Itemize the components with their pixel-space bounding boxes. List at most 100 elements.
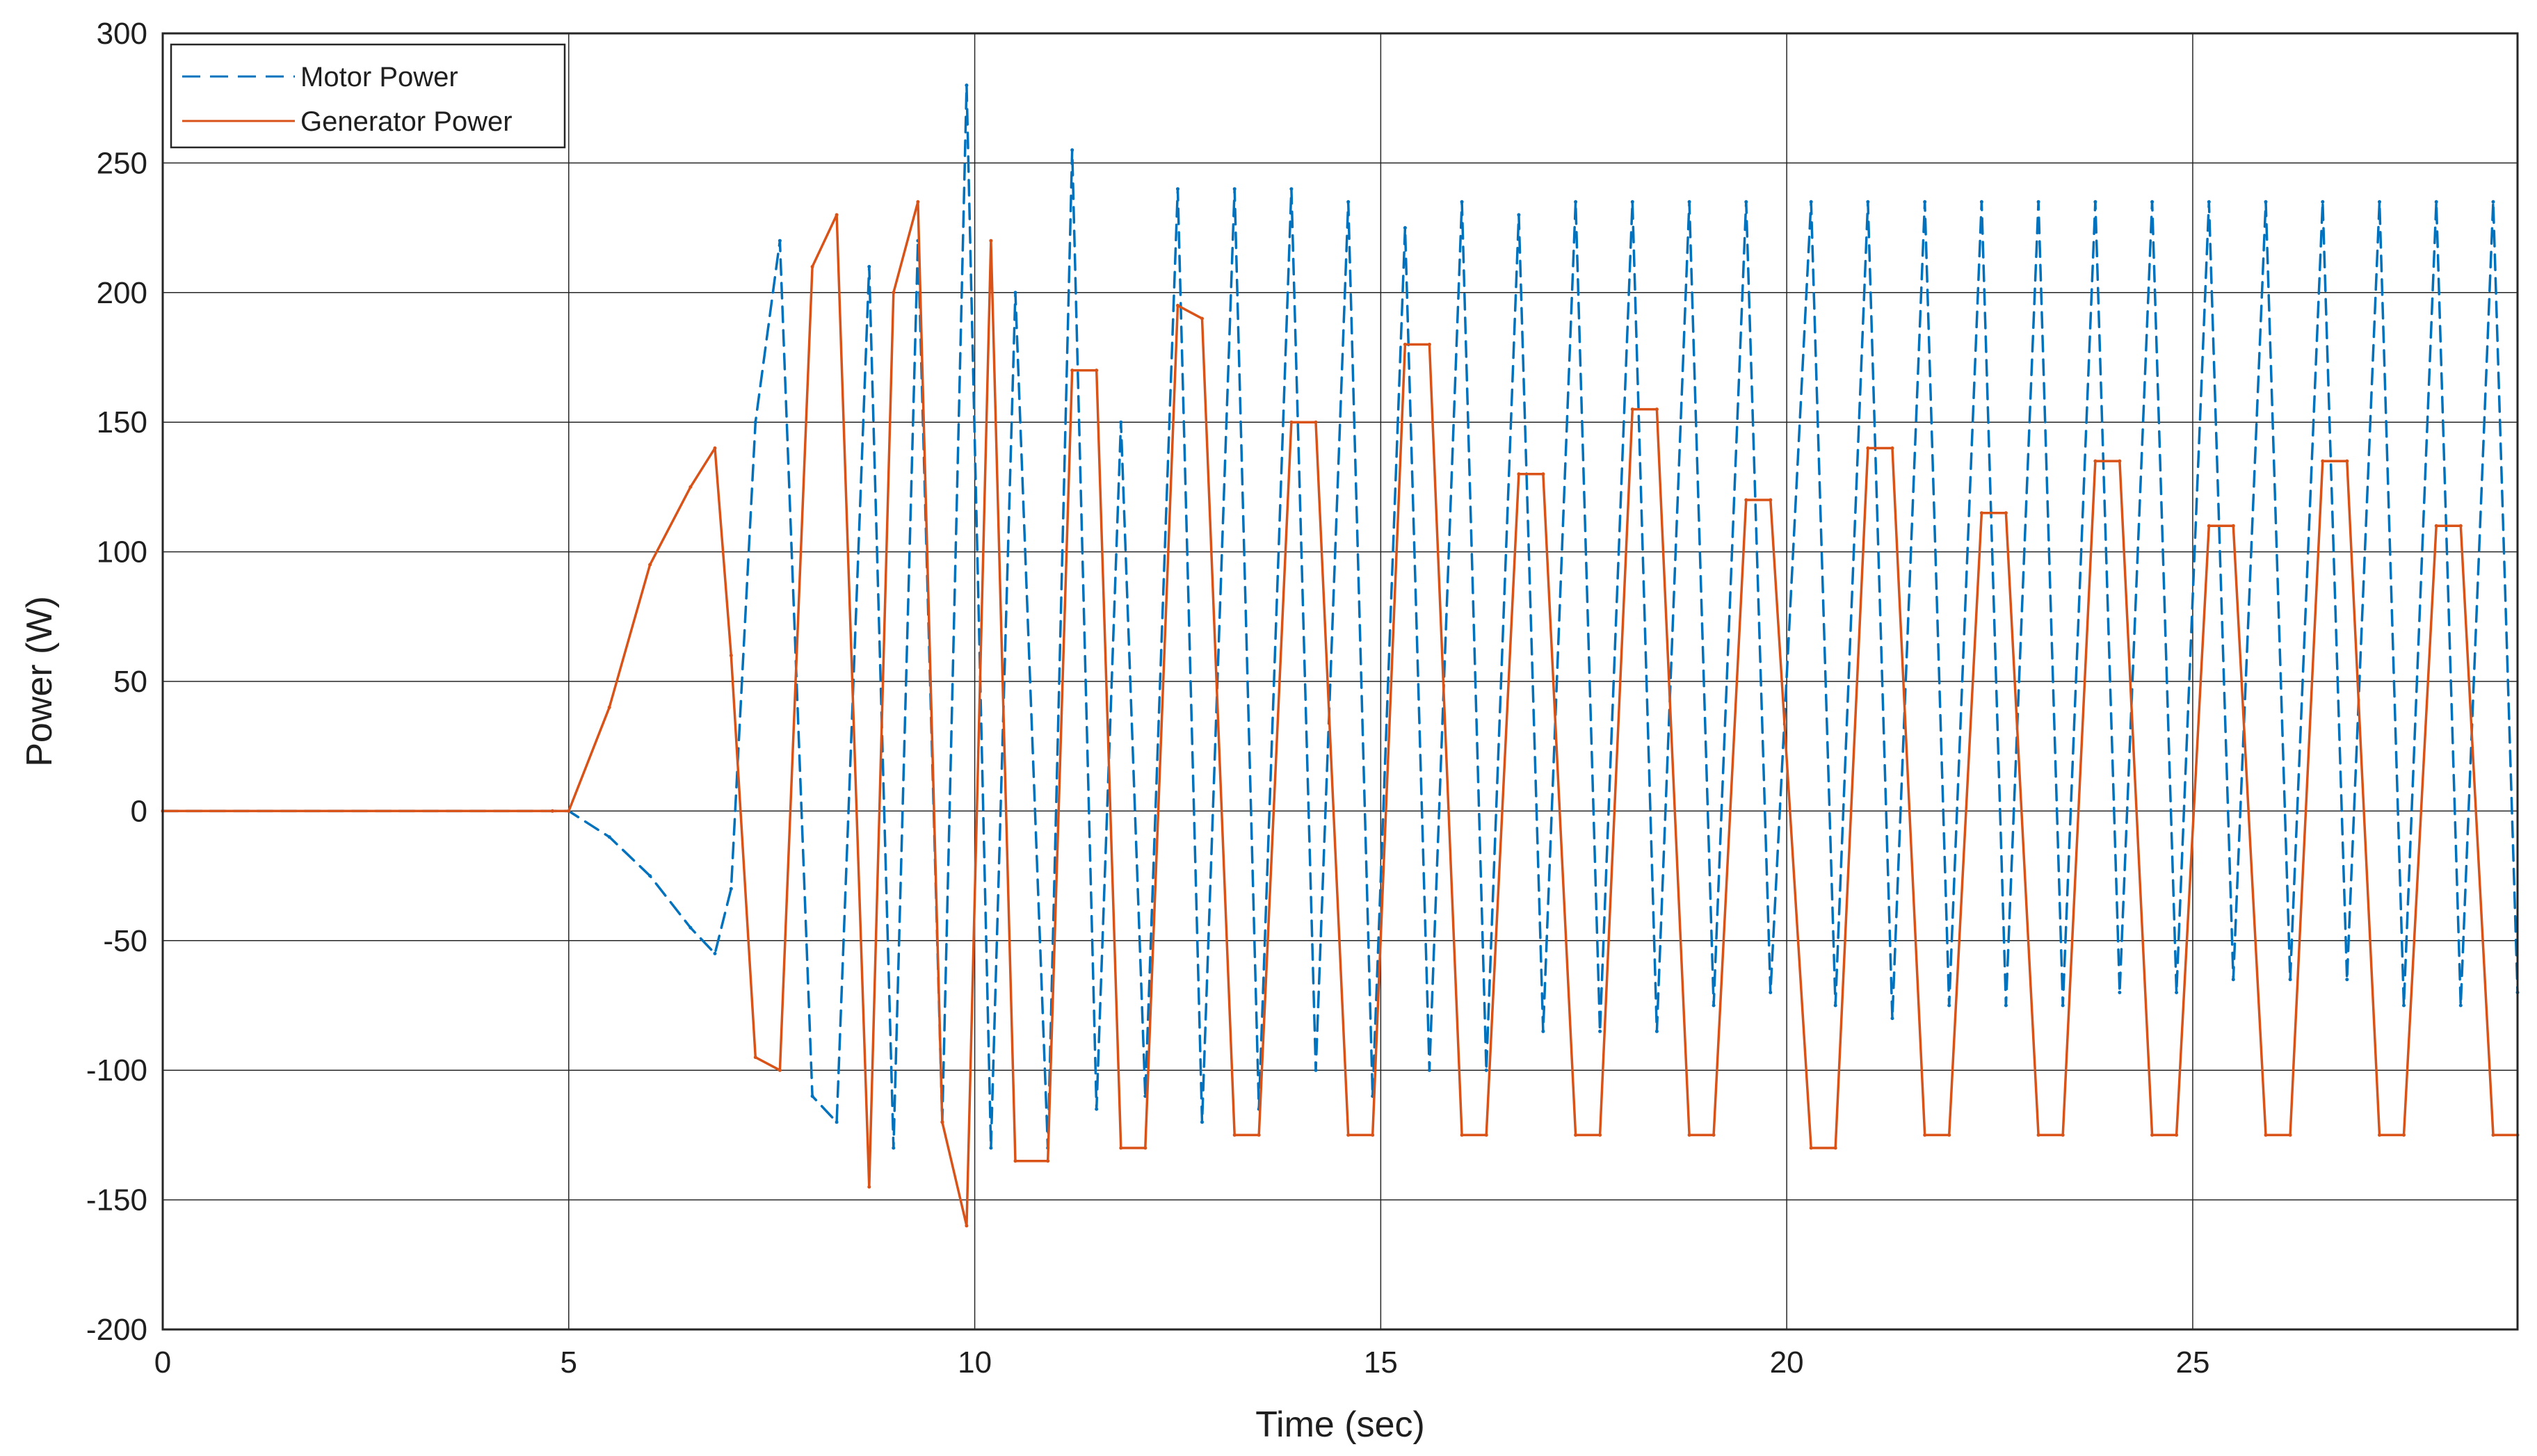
motor-power-point bbox=[892, 1146, 896, 1150]
legend-box bbox=[170, 43, 566, 149]
generator-power-point bbox=[965, 1224, 969, 1228]
motor-power-point bbox=[1119, 420, 1123, 424]
generator-power-point bbox=[2288, 1133, 2292, 1137]
motor-power-point bbox=[1346, 200, 1351, 204]
motor-power-point bbox=[2004, 1003, 2008, 1008]
generator-power-point bbox=[2458, 524, 2463, 528]
motor-power-point bbox=[965, 83, 969, 88]
generator-power-point bbox=[867, 1185, 871, 1189]
generator-power-point bbox=[729, 654, 733, 658]
generator-power-point bbox=[2118, 459, 2122, 463]
motor-power-point bbox=[1890, 1017, 1894, 1021]
motor-power-point bbox=[1979, 200, 1983, 204]
generator-power-point bbox=[835, 213, 839, 217]
motor-power-point bbox=[648, 874, 652, 878]
motor-power-point bbox=[1654, 1029, 1659, 1033]
generator-power-point bbox=[1630, 407, 1634, 412]
generator-power-point bbox=[1200, 316, 1204, 321]
generator-power-point bbox=[1687, 1133, 1691, 1137]
motor-power-point bbox=[867, 265, 871, 268]
generator-power-point bbox=[1143, 1146, 1147, 1150]
motor-power-point bbox=[2061, 1003, 2065, 1008]
motor-power-point bbox=[1744, 200, 1748, 204]
y-tick-label: 0 bbox=[131, 794, 147, 828]
motor-power-point bbox=[1630, 200, 1634, 204]
motor-power-line bbox=[161, 83, 2519, 1149]
generator-power-point bbox=[1598, 1133, 1602, 1137]
generator-power-point bbox=[1833, 1146, 1837, 1150]
generator-power-series bbox=[161, 200, 2520, 1228]
motor-power-point bbox=[1070, 148, 1074, 152]
motor-power-point bbox=[1598, 1029, 1602, 1033]
generator-power-point bbox=[1314, 420, 1318, 424]
motor-power-point bbox=[2434, 200, 2438, 204]
motor-power-point bbox=[2288, 978, 2292, 982]
motor-power-point bbox=[2321, 200, 2325, 204]
generator-power-point bbox=[1890, 446, 1894, 450]
generator-power-point bbox=[1947, 1133, 1951, 1137]
motor-power-point bbox=[1574, 200, 1578, 204]
generator-power-point bbox=[940, 1120, 944, 1124]
plot-frame bbox=[161, 32, 2519, 1331]
generator-power-point bbox=[1046, 1159, 1050, 1163]
motor-power-point bbox=[729, 887, 733, 891]
generator-power-point bbox=[1371, 1133, 1375, 1137]
generator-power-point bbox=[1654, 407, 1659, 412]
generator-power-point bbox=[2207, 524, 2211, 528]
motor-power-point bbox=[2458, 1003, 2463, 1008]
generator-power-point bbox=[1232, 1133, 1237, 1137]
generator-power-point bbox=[2061, 1133, 2065, 1137]
motor-power-point bbox=[1013, 291, 1017, 295]
motor-power-point bbox=[989, 1146, 993, 1150]
motor-power-point bbox=[2345, 978, 2349, 982]
legend-motor-label: Motor Power bbox=[300, 62, 458, 92]
motor-power-point bbox=[1769, 990, 1773, 994]
generator-power-point bbox=[989, 238, 993, 243]
generator-power-point bbox=[2345, 459, 2349, 463]
generator-power-point bbox=[2093, 459, 2097, 463]
y-tick-label: 100 bbox=[97, 535, 147, 569]
generator-power-line bbox=[161, 200, 2519, 1227]
generator-power-point bbox=[1346, 1133, 1351, 1137]
generator-power-point bbox=[753, 1055, 757, 1060]
generator-power-point bbox=[778, 1068, 782, 1072]
generator-power-point bbox=[2175, 1133, 2179, 1137]
motor-power-point bbox=[1517, 213, 1521, 217]
generator-power-point bbox=[2264, 1133, 2268, 1137]
motor-power-point bbox=[778, 238, 782, 243]
y-tick-label: 50 bbox=[113, 665, 147, 699]
generator-power-point bbox=[1460, 1133, 1464, 1137]
motor-power-point bbox=[1095, 1107, 1099, 1111]
generator-power-point bbox=[1866, 446, 1870, 450]
generator-power-point bbox=[892, 291, 896, 295]
generator-power-point bbox=[1013, 1159, 1017, 1163]
motor-power-point bbox=[753, 420, 757, 424]
motor-power-point bbox=[1833, 1003, 1837, 1008]
motor-power-point bbox=[2402, 1003, 2406, 1008]
tick-labels: 0 5 10 15 20 25 -200 -150 -100 -50 0 50 100 150 200 250… bbox=[86, 17, 2210, 1380]
y-tick-label: 200 bbox=[97, 276, 147, 310]
generator-power-point bbox=[688, 485, 693, 489]
legend: Motor Power Generator Power bbox=[170, 43, 566, 149]
generator-power-point bbox=[1119, 1146, 1123, 1150]
motor-power-point bbox=[1460, 200, 1464, 204]
motor-power-point bbox=[607, 835, 611, 839]
motor-power-point bbox=[835, 1120, 839, 1124]
motor-power-point bbox=[1314, 1068, 1318, 1072]
y-tick-label: 250 bbox=[97, 146, 147, 180]
motor-power-point bbox=[2207, 200, 2211, 204]
x-tick-label: 0 bbox=[154, 1345, 171, 1380]
generator-power-point bbox=[1769, 498, 1773, 502]
generator-power-point bbox=[1484, 1133, 1488, 1137]
legend-generator-label: Generator Power bbox=[300, 106, 513, 137]
motor-power-point bbox=[1712, 1003, 1716, 1008]
generator-power-point bbox=[1979, 511, 1983, 515]
motor-power-point bbox=[2150, 200, 2155, 204]
series-layer bbox=[161, 83, 2520, 1228]
generator-power-point bbox=[2321, 459, 2325, 463]
motor-power-point bbox=[2118, 990, 2122, 994]
generator-power-point bbox=[2378, 1133, 2381, 1137]
motor-power-point bbox=[713, 951, 717, 955]
motor-power-point bbox=[1484, 1068, 1488, 1072]
